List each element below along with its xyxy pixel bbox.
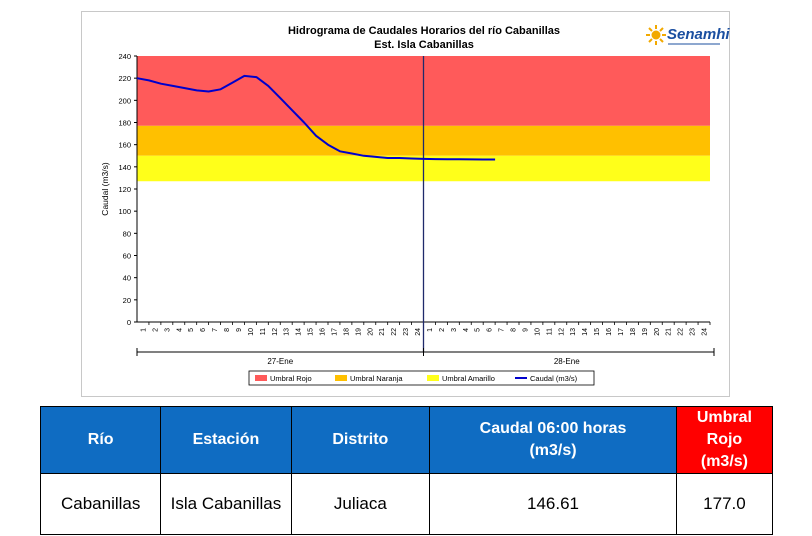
x-tick-label: 1 [140,328,147,332]
cell-estacion: Isla Cabanillas [160,473,292,535]
x-tick-label: 15 [594,328,601,336]
legend-label: Caudal (m3/s) [530,374,578,383]
header-rio: Río [39,406,162,474]
y-tick-label: 140 [118,163,131,172]
x-tick-label: 12 [558,328,565,336]
legend-label: Umbral Rojo [270,374,312,383]
logo-underline [668,43,720,45]
x-tick-label: 15 [308,328,315,336]
x-tick-label: 5 [188,328,195,332]
x-tick-label: 16 [320,328,327,336]
cell-rio: Cabanillas [39,473,162,535]
x-tick-label: 8 [224,328,231,332]
x-tick-label: 3 [164,328,171,332]
legend-label: Umbral Naranja [350,374,403,383]
y-tick-label: 240 [118,52,131,61]
x-tick-label: 11 [546,328,553,335]
y-tick-label: 0 [127,318,131,327]
x-tick-label: 2 [439,328,446,332]
y-tick-label: 20 [123,296,131,305]
x-tick-label: 2 [152,328,159,332]
day-label: 27-Ene [267,357,293,366]
x-tick-label: 16 [606,328,613,336]
senamhi-logo: Senamhi [644,22,730,52]
x-tick-label: 21 [379,328,386,336]
x-tick-label: 11 [260,328,267,335]
x-tick-label: 24 [702,328,709,336]
x-tick-label: 19 [355,328,362,336]
x-tick-label: 6 [487,328,494,332]
x-tick-label: 17 [618,328,625,336]
legend-label: Umbral Amarillo [442,374,495,383]
y-tick-label: 60 [123,252,131,261]
x-tick-label: 17 [331,328,338,336]
x-tick-label: 4 [463,328,470,332]
y-tick-label: 40 [123,274,131,283]
x-tick-label: 22 [678,328,685,336]
y-tick-label: 180 [118,119,131,128]
table-header-row: Río Estación Distrito Caudal 06:00 horas… [39,406,774,474]
chart-subtitle: Est. Isla Cabanillas [374,39,474,51]
x-tick-label: 20 [367,328,374,336]
x-tick-label: 6 [200,328,207,332]
x-tick-label: 7 [499,328,506,332]
x-tick-label: 14 [296,328,303,336]
cell-caudal: 146.61 [429,473,677,535]
x-tick-label: 10 [534,328,541,336]
x-tick-label: 24 [415,328,422,336]
y-axis-label: Caudal (m3/s) [100,162,110,216]
header-estacion: Estación [160,406,292,474]
legend-swatch [335,375,347,381]
x-tick-label: 13 [284,328,291,336]
summary-table: Río Estación Distrito Caudal 06:00 horas… [39,406,774,535]
y-tick-label: 100 [118,207,131,216]
y-tick-label: 120 [118,185,131,194]
x-tick-label: 14 [582,328,589,336]
x-tick-label: 18 [630,328,637,336]
x-tick-label: 23 [690,328,697,336]
x-tick-label: 10 [248,328,255,336]
header-caudal: Caudal 06:00 horas (m3/s) [429,406,677,474]
x-tick-label: 5 [475,328,482,332]
x-tick-label: 9 [236,328,243,332]
x-tick-label: 18 [343,328,350,336]
x-tick-label: 19 [642,328,649,336]
day-label: 28-Ene [554,357,580,366]
hydrograph-chart: Hidrograma de Caudales Horarios del río … [100,25,715,386]
x-tick-label: 3 [451,328,458,332]
x-tick-label: 9 [522,328,529,332]
sun-icon [646,25,666,45]
x-tick-label: 4 [176,328,183,332]
chart-frame: Hidrograma de Caudales Horarios del río … [81,11,730,397]
cell-distrito: Juliaca [290,473,431,535]
x-tick-label: 12 [272,328,279,336]
y-tick-label: 160 [118,141,131,150]
legend-box [248,370,595,386]
y-tick-label: 80 [123,229,131,238]
x-tick-label: 22 [391,328,398,336]
legend-swatch [427,375,439,381]
x-tick-label: 23 [403,328,410,336]
header-distrito: Distrito [290,406,431,474]
x-tick-label: 1 [427,328,434,332]
y-tick-label: 200 [118,96,131,105]
x-tick-label: 7 [212,328,219,332]
x-tick-label: 13 [570,328,577,336]
x-tick-label: 20 [654,328,661,336]
x-tick-label: 8 [511,328,518,332]
chart-title: Hidrograma de Caudales Horarios del río … [288,25,560,37]
table-row: Cabanillas Isla Cabanillas Juliaca 146.6… [39,473,774,535]
y-tick-label: 220 [118,74,131,83]
logo-text: Senamhi [667,26,730,43]
legend-swatch [255,375,267,381]
series-line-caudal [136,74,496,161]
header-umbral-rojo: Umbral Rojo (m3/s) [675,406,774,474]
x-tick-label: 21 [666,328,673,336]
cell-umbral-rojo: 177.0 [675,473,774,535]
